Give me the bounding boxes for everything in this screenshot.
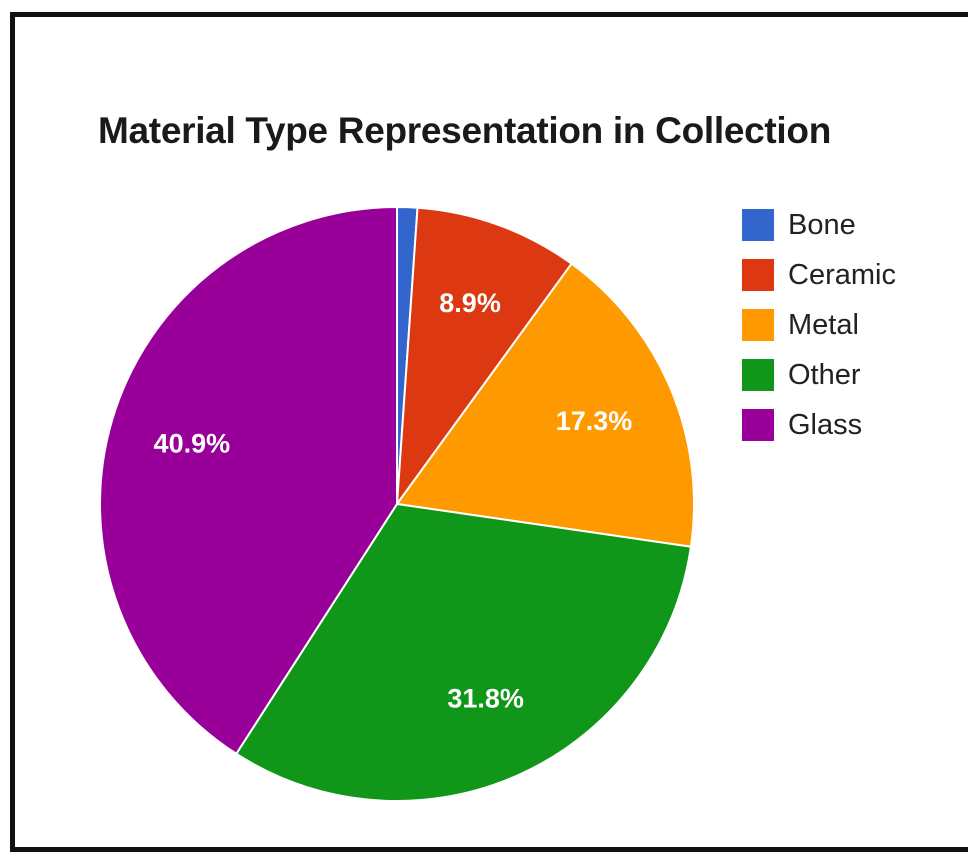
legend: Bone Ceramic Metal Other Glass [742, 200, 896, 450]
legend-swatch [742, 209, 774, 241]
legend-item-metal[interactable]: Metal [742, 300, 896, 350]
legend-label: Ceramic [788, 259, 896, 292]
legend-label: Metal [788, 309, 859, 342]
legend-swatch [742, 359, 774, 391]
legend-swatch [742, 259, 774, 291]
legend-swatch [742, 409, 774, 441]
legend-swatch [742, 309, 774, 341]
legend-item-bone[interactable]: Bone [742, 200, 896, 250]
slice-label-ceramic: 8.9% [439, 288, 501, 318]
slice-label-glass: 40.9% [154, 429, 231, 459]
slice-label-metal: 17.3% [556, 406, 633, 436]
legend-item-other[interactable]: Other [742, 350, 896, 400]
legend-label: Glass [788, 409, 862, 442]
legend-label: Bone [788, 209, 856, 242]
legend-item-glass[interactable]: Glass [742, 400, 896, 450]
legend-item-ceramic[interactable]: Ceramic [742, 250, 896, 300]
legend-label: Other [788, 359, 861, 392]
slice-label-other: 31.8% [447, 684, 524, 714]
